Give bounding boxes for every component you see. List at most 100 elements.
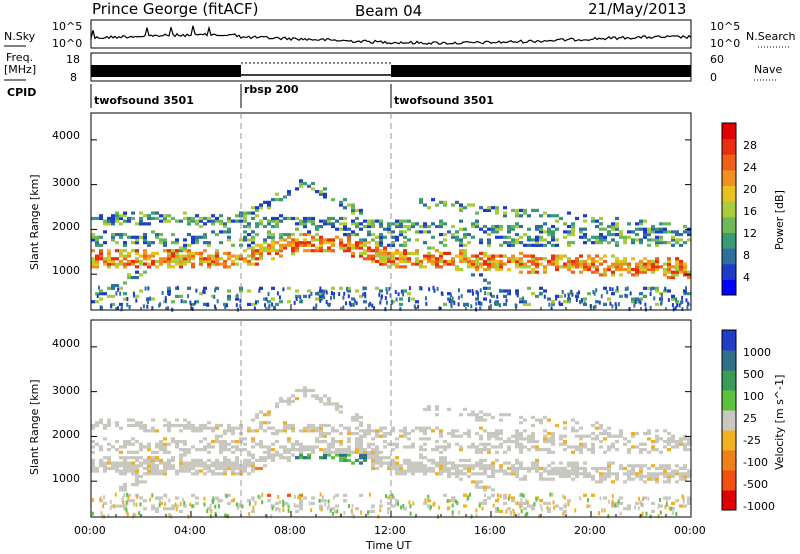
power-cell: [607, 265, 611, 269]
velocity-cell: [195, 429, 199, 433]
power-cell: [343, 291, 346, 296]
power-cell: [535, 265, 539, 269]
power-cell: [435, 224, 439, 229]
velocity-cell: [187, 464, 191, 468]
power-cell: [171, 249, 175, 253]
velocity-ytick-1000: 1000: [52, 472, 80, 485]
velocity-cell: [102, 504, 105, 509]
power-cell: [687, 230, 691, 234]
power-cell: [139, 254, 143, 258]
velocity-cell: [531, 445, 535, 449]
power-cell: [251, 262, 255, 266]
velocity-cell: [431, 429, 435, 433]
power-cell: [375, 246, 379, 250]
power-cell: [407, 292, 411, 296]
velocity-cell: [523, 429, 527, 433]
power-cell: [283, 232, 287, 237]
power-cell: [427, 254, 431, 258]
power-cell: [251, 246, 255, 250]
velocity-cell: [375, 458, 379, 462]
velocity-cell: [559, 437, 563, 441]
velocity-cell: [503, 493, 507, 497]
power-cell: [267, 232, 271, 237]
velocity-cell: [215, 426, 219, 430]
power-cell: [151, 251, 155, 255]
velocity-cell: [519, 461, 523, 465]
power-cell: [675, 262, 679, 266]
power-cell: [235, 262, 239, 266]
velocity-cell: [623, 507, 627, 511]
velocity-cell: [400, 505, 403, 510]
power-cell: [255, 262, 259, 266]
velocity-cell: [127, 466, 131, 471]
power-cell: [259, 257, 263, 261]
velocity-cell: [359, 445, 363, 449]
power-cell: [235, 219, 239, 223]
power-cell: [295, 294, 299, 298]
velocity-cell: [355, 442, 359, 446]
velocity-cell: [331, 426, 335, 430]
velocity-cell: [675, 445, 679, 449]
velocity-cell: [231, 469, 235, 473]
velocity-cell: [291, 426, 295, 430]
power-cell: [679, 262, 683, 266]
power-cell: [91, 238, 95, 242]
velocity-cell: [663, 472, 667, 476]
velocity-cell: [483, 445, 487, 449]
velocity-cell: [579, 466, 583, 471]
velocity-cell: [395, 464, 399, 468]
power-cell: [531, 292, 535, 296]
power-cell: [351, 243, 355, 247]
velocity-cell: [571, 426, 575, 430]
velocity-cell: [491, 464, 495, 468]
velocity-cell: [547, 472, 551, 476]
power-cell: [195, 288, 198, 293]
velocity-cell: [331, 442, 335, 446]
power-cell: [583, 241, 587, 245]
velocity-cell: [567, 461, 571, 465]
velocity-cell: [457, 510, 460, 515]
velocity-cell: [551, 439, 555, 444]
power-cell: [385, 287, 388, 292]
velocity-cell: [131, 442, 135, 446]
power-cell: [363, 219, 367, 223]
velocity-cell: [243, 466, 247, 471]
velocity-cell: [599, 426, 603, 430]
power-cbar-swatch-8: [722, 154, 736, 171]
power-cell: [147, 286, 150, 291]
velocity-cell: [235, 472, 239, 476]
power-cell: [535, 224, 539, 229]
velocity-cell: [559, 472, 563, 476]
velocity-cell: [471, 466, 475, 471]
velocity-cell: [151, 418, 155, 422]
velocity-cell: [531, 504, 535, 508]
velocity-cell: [135, 439, 139, 444]
power-cell: [675, 257, 679, 261]
power-cell: [527, 214, 531, 218]
power-cell: [367, 246, 371, 250]
velocity-cell: [451, 461, 455, 465]
power-cell: [599, 227, 603, 231]
power-cell: [403, 259, 407, 264]
velocity-cell: [571, 445, 575, 449]
velocity-cell: [639, 474, 643, 479]
power-cell: [443, 243, 447, 247]
velocity-cell: [499, 509, 503, 514]
velocity-cell: [335, 407, 339, 411]
velocity-cell: [531, 437, 535, 441]
velocity-cell: [163, 442, 167, 446]
velocity-cell: [343, 426, 347, 430]
velocity-cell: [359, 461, 363, 465]
power-cbar-tick-4: 4: [743, 271, 750, 284]
velocity-cell: [543, 448, 547, 452]
velocity-cell: [323, 453, 327, 457]
velocity-cell: [91, 469, 95, 473]
power-cell: [487, 265, 491, 269]
power-cell: [267, 306, 270, 311]
velocity-cell: [282, 499, 285, 504]
velocity-cell: [391, 461, 395, 465]
velocity-cell: [159, 496, 163, 500]
power-cell: [667, 262, 671, 266]
power-cell: [179, 262, 183, 266]
power-cell: [187, 286, 191, 290]
